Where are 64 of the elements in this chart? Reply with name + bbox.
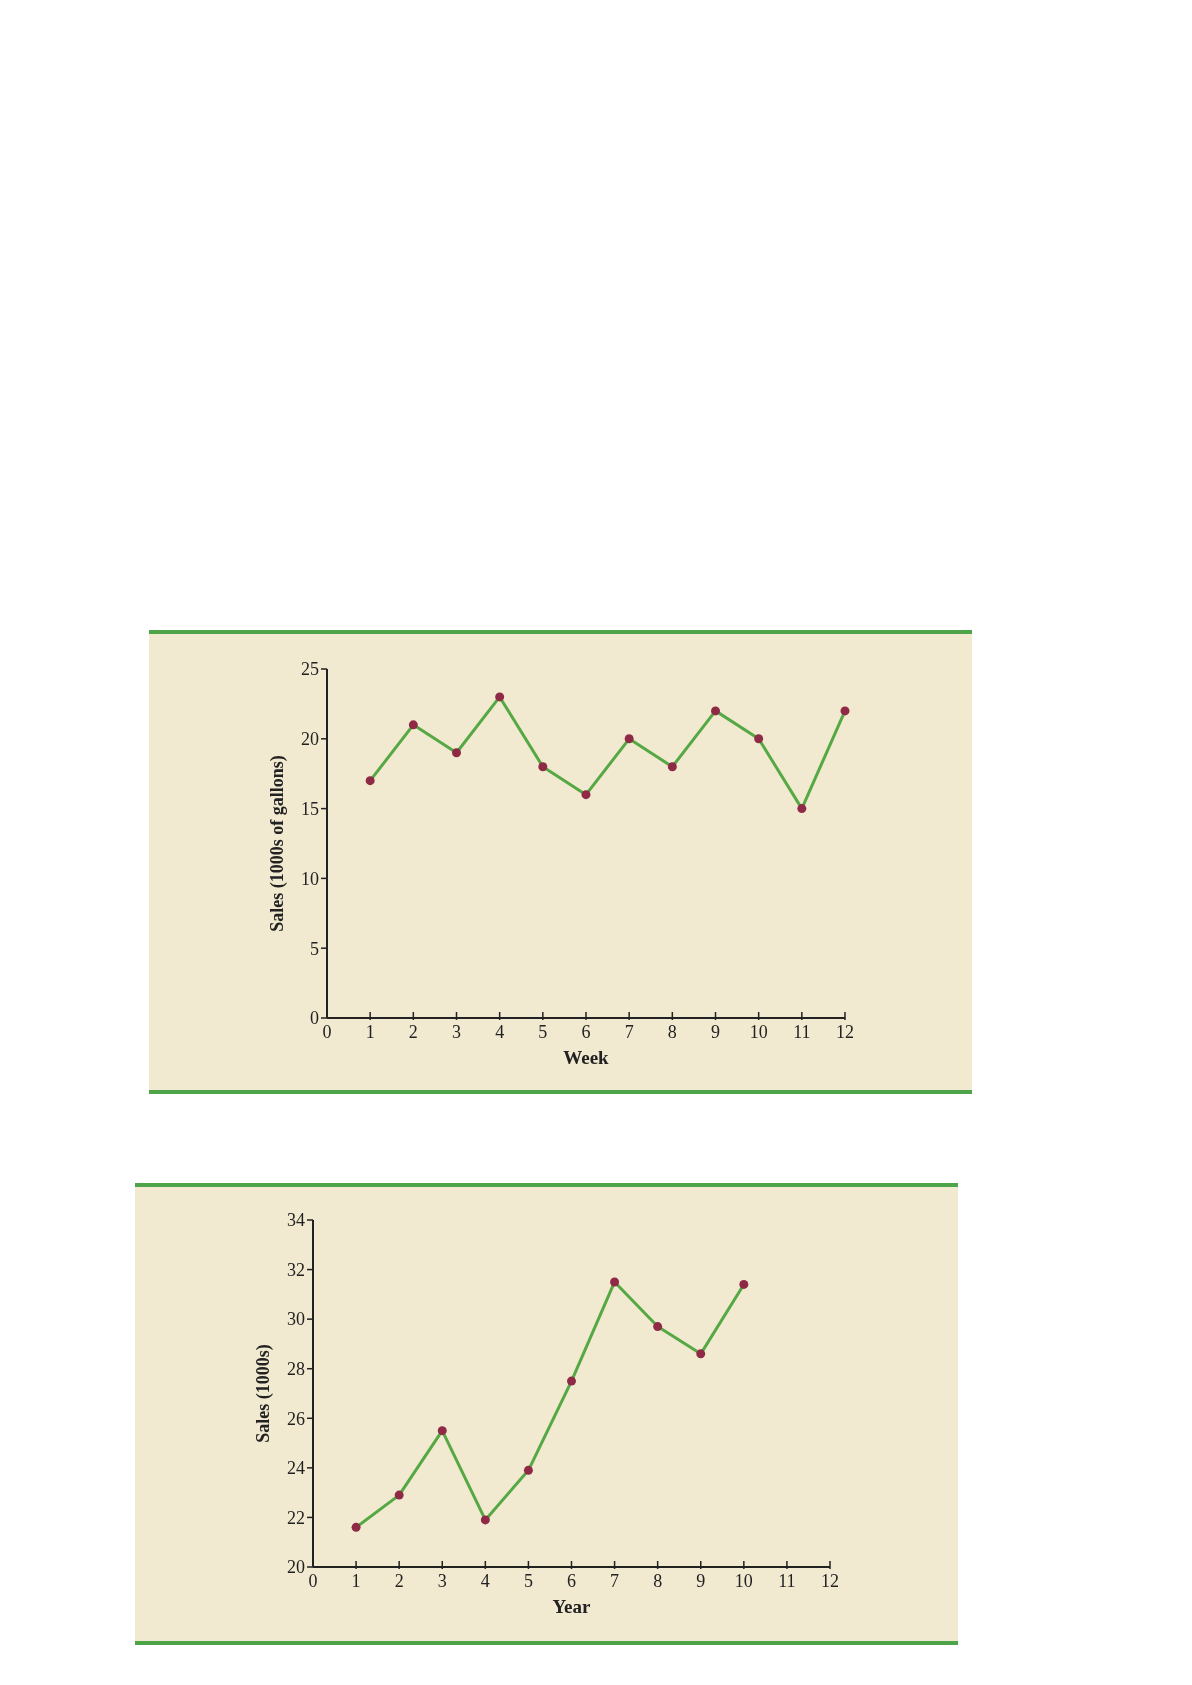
point (351, 1522, 361, 1532)
x-tick-label: 12 (836, 1022, 854, 1042)
x-tick-label: 6 (581, 1022, 591, 1042)
y-tick-label: 28 (287, 1359, 305, 1380)
point (495, 692, 505, 702)
y-tick-label: 5 (310, 938, 319, 959)
x-tick-label: 11 (778, 1571, 796, 1591)
point (523, 1465, 533, 1475)
y-tick-label: 34 (287, 1210, 305, 1231)
x-axis-title: Year (552, 1596, 592, 1617)
y-tick-label: 30 (287, 1309, 305, 1330)
y-tick-label: 26 (287, 1408, 305, 1429)
point (365, 776, 375, 786)
x-tick-label: 1 (351, 1571, 361, 1591)
x-tick-label: 1 (365, 1022, 375, 1042)
point (797, 804, 807, 814)
point (581, 790, 591, 800)
x-tick-label: 3 (452, 1022, 461, 1042)
x-tick-label: 12 (821, 1571, 839, 1591)
point (696, 1349, 706, 1359)
point (408, 720, 418, 730)
x-tick-label: 9 (711, 1022, 720, 1042)
x-tick-label: 10 (734, 1571, 753, 1591)
point (711, 706, 720, 716)
y-tick-label: 20 (287, 1557, 305, 1578)
x-tick-label: 9 (696, 1571, 706, 1591)
x-tick-label: 7 (610, 1571, 620, 1591)
point (567, 1376, 576, 1386)
point (437, 1426, 447, 1436)
point (480, 1515, 490, 1525)
point (667, 762, 677, 772)
x-tick-label: 11 (793, 1022, 811, 1042)
x-tick-label: 8 (667, 1022, 677, 1042)
point (739, 1279, 749, 1289)
y-tick-label: 25 (301, 659, 319, 680)
x-tick-label: 6 (567, 1571, 576, 1591)
x-tick-label: 5 (523, 1571, 533, 1591)
point (394, 1490, 404, 1500)
point (538, 762, 548, 772)
y-axis-title: Sales (1000s) (253, 1344, 274, 1443)
y-tick-label: 24 (287, 1458, 305, 1479)
x-tick-label: 3 (437, 1571, 447, 1591)
y-tick-label: 20 (301, 729, 319, 750)
x-axis-title: Week (563, 1047, 610, 1068)
y-tick-label: 15 (301, 798, 319, 819)
point (754, 734, 764, 744)
point (452, 748, 461, 758)
y-axis-title: Sales (1000s of gallons) (267, 755, 288, 932)
point (840, 706, 850, 716)
x-tick-label: 7 (624, 1022, 634, 1042)
y-tick-label: 10 (301, 868, 319, 889)
y-tick-label: 22 (287, 1507, 305, 1528)
x-tick-label: 8 (653, 1571, 663, 1591)
y-tick-label: 0 (310, 1008, 319, 1029)
point (653, 1322, 663, 1332)
x-tick-label: 5 (538, 1022, 548, 1042)
point (610, 1277, 620, 1287)
x-tick-label: 2 (394, 1571, 404, 1591)
x-tick-label: 4 (495, 1022, 505, 1042)
point (624, 734, 634, 744)
x-tick-label: 4 (480, 1571, 490, 1591)
y-tick-label: 32 (287, 1259, 305, 1280)
x-tick-label: 2 (408, 1022, 418, 1042)
x-tick-label: 10 (749, 1022, 768, 1042)
